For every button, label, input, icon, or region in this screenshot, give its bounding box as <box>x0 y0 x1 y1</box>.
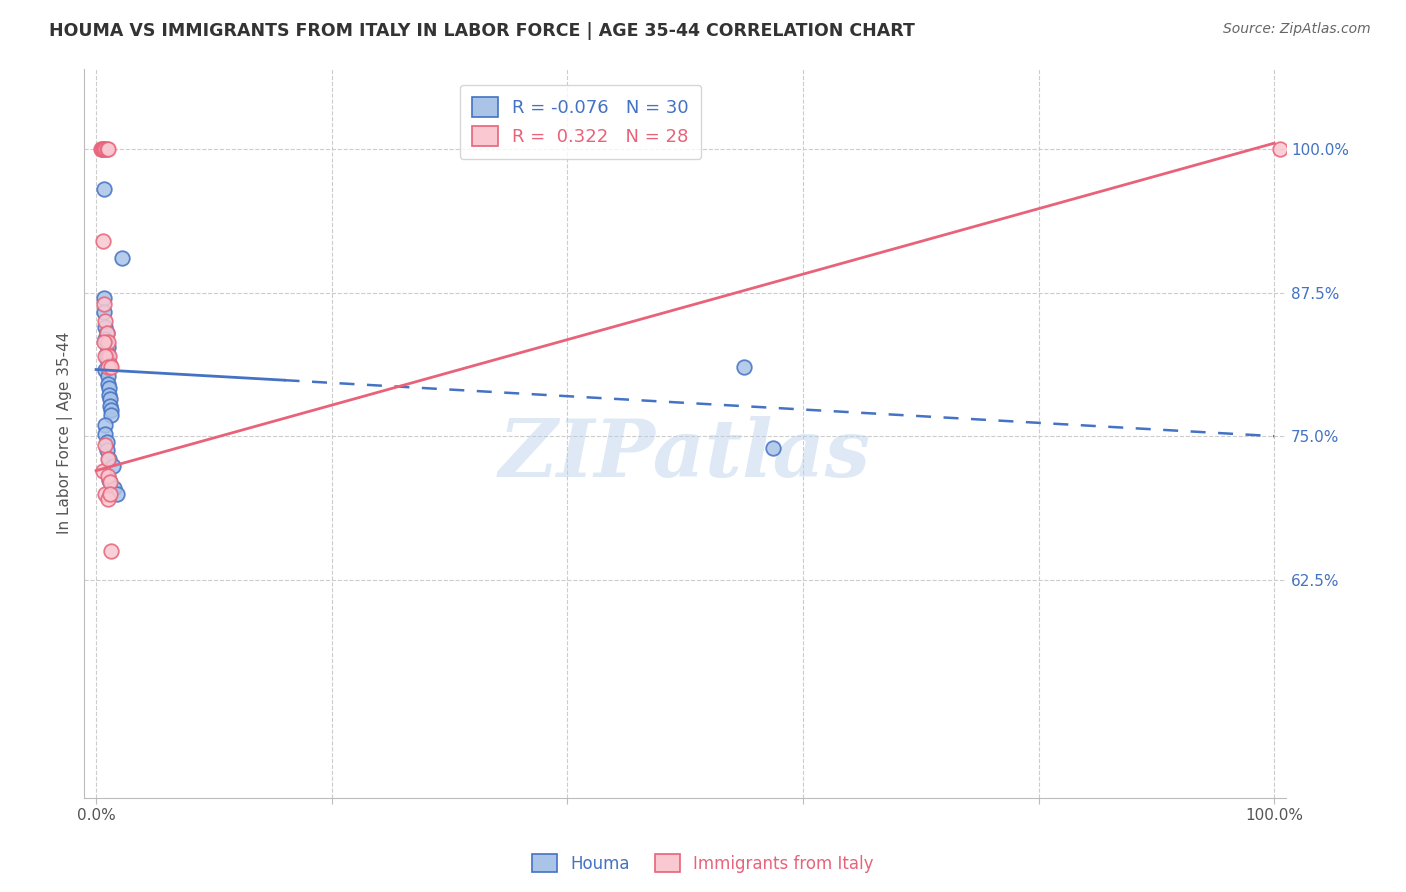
Point <box>94 142 117 156</box>
Point <box>96 434 118 449</box>
Point <box>94 438 117 452</box>
Point <box>100 360 122 375</box>
Point <box>96 326 118 340</box>
Point <box>1268 142 1291 156</box>
Point <box>97 377 120 392</box>
Point <box>97 469 120 483</box>
Point <box>97 452 120 467</box>
Point <box>97 492 120 507</box>
Point <box>93 297 115 311</box>
Point <box>111 251 134 265</box>
Point <box>94 362 117 376</box>
Point <box>96 351 118 365</box>
Point <box>98 349 121 363</box>
Point <box>98 388 121 402</box>
Point <box>98 475 121 489</box>
Point <box>103 481 125 495</box>
Point <box>91 464 114 478</box>
Point <box>96 326 118 340</box>
Point <box>98 358 121 372</box>
Point <box>96 442 118 457</box>
Point <box>98 381 121 395</box>
Legend: Houma, Immigrants from Italy: Houma, Immigrants from Italy <box>526 847 880 880</box>
Point <box>93 291 115 305</box>
Point <box>97 334 120 349</box>
Point <box>100 544 122 558</box>
Point <box>97 340 120 354</box>
Point <box>94 320 117 334</box>
Point <box>98 392 121 407</box>
Y-axis label: In Labor Force | Age 35-44: In Labor Force | Age 35-44 <box>58 332 73 534</box>
Point <box>93 334 115 349</box>
Text: HOUMA VS IMMIGRANTS FROM ITALY IN LABOR FORCE | AGE 35-44 CORRELATION CHART: HOUMA VS IMMIGRANTS FROM ITALY IN LABOR … <box>49 22 915 40</box>
Point <box>98 452 121 467</box>
Text: Source: ZipAtlas.com: Source: ZipAtlas.com <box>1223 22 1371 37</box>
Legend: R = -0.076   N = 30, R =  0.322   N = 28: R = -0.076 N = 30, R = 0.322 N = 28 <box>460 85 702 159</box>
Point <box>96 346 118 360</box>
Point <box>762 441 785 455</box>
Point <box>94 349 117 363</box>
Point <box>97 142 120 156</box>
Point <box>94 426 117 441</box>
Point <box>94 417 117 432</box>
Point <box>96 142 118 156</box>
Point <box>91 142 114 156</box>
Point <box>100 402 122 417</box>
Point <box>97 360 120 375</box>
Point <box>98 473 121 487</box>
Point <box>94 486 117 500</box>
Point <box>93 305 115 319</box>
Point <box>93 182 115 196</box>
Point <box>93 142 115 156</box>
Point <box>91 234 114 248</box>
Point <box>94 331 117 345</box>
Text: ZIPatlas: ZIPatlas <box>499 417 872 494</box>
Point <box>101 458 124 473</box>
Point <box>105 486 128 500</box>
Point <box>91 142 114 156</box>
Point <box>94 314 117 328</box>
Point <box>97 369 120 384</box>
Point <box>100 409 122 423</box>
Point <box>98 399 121 413</box>
Point <box>90 142 112 156</box>
Point <box>97 354 120 368</box>
Point <box>733 360 755 375</box>
Point <box>98 486 121 500</box>
